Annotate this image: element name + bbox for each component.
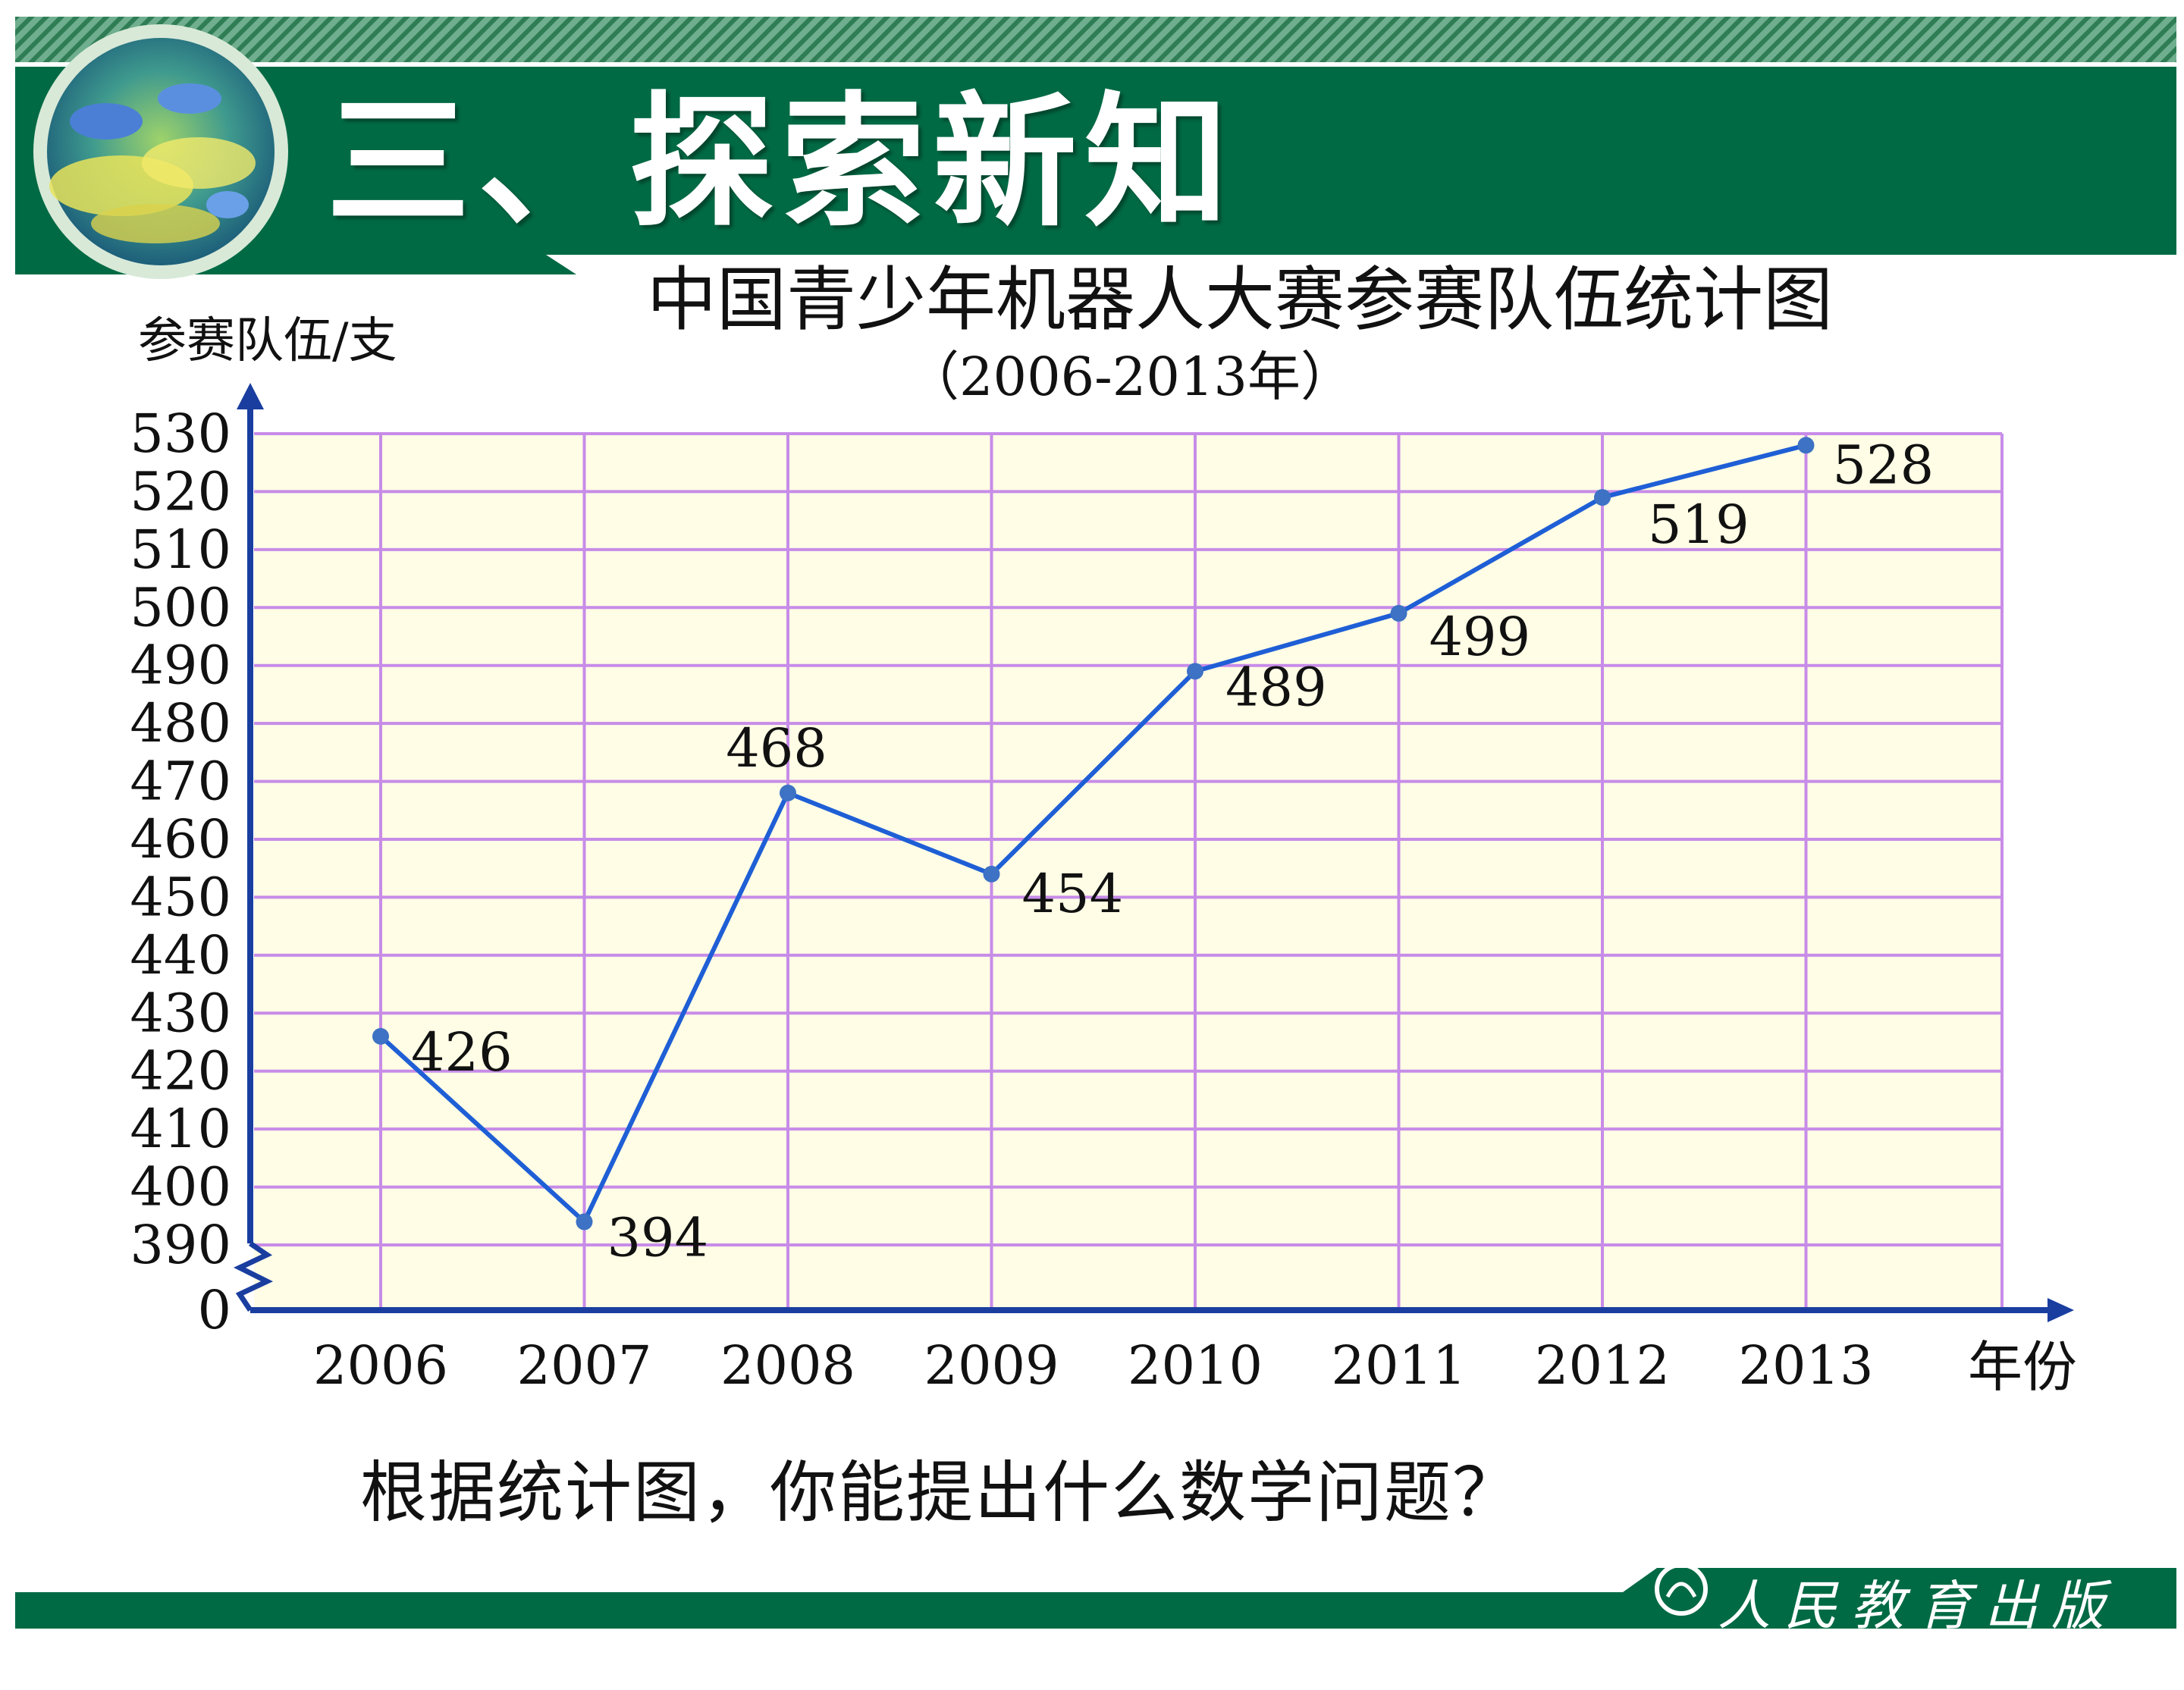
publisher-logo-icon (1655, 1563, 1708, 1616)
data-label: 426 (411, 1021, 513, 1083)
y-tick-label: 400 (130, 1156, 231, 1218)
y-tick-label: 410 (130, 1098, 231, 1160)
question-prompt: 根据统计图，你能提出什么数学问题？ (360, 1453, 1521, 1532)
labels: 5305205105004904804704604504404304204104… (130, 403, 2077, 1399)
data-point (1797, 437, 1815, 454)
series (372, 437, 1815, 1231)
data-point (576, 1213, 593, 1231)
x-tick-label: 2013 (1738, 1334, 1873, 1397)
data-point (780, 784, 796, 801)
chart-subtitle: （2006-2013年） (906, 346, 1354, 408)
data-label: 489 (1225, 656, 1327, 718)
line-chart: 5305205105004904804704604504404304204104… (130, 383, 2077, 1399)
header-bar (15, 67, 2176, 255)
axis-break-icon (233, 1241, 274, 1312)
x-tick-label: 2010 (1128, 1334, 1263, 1397)
y-tick-label: 510 (130, 519, 231, 581)
y-tick-label: 460 (130, 808, 231, 870)
x-axis-label: 年份 (1968, 1335, 2077, 1399)
data-label: 394 (607, 1206, 709, 1268)
footer-bar (15, 1592, 2176, 1629)
data-point (1187, 663, 1203, 680)
data-label: 468 (726, 717, 827, 779)
data-point (983, 865, 1000, 883)
y-tick-label: 470 (130, 751, 231, 813)
y-axis-arrow-icon (237, 383, 264, 409)
axes (233, 383, 2074, 1322)
y-tick-label: 490 (130, 635, 231, 697)
logo-disc-decoration (49, 83, 256, 243)
y-tick-label: 520 (130, 460, 231, 522)
data-label: 499 (1429, 606, 1531, 668)
x-tick-label: 2006 (313, 1334, 448, 1397)
y-tick-label: 500 (130, 576, 231, 638)
publisher-name: 人民教育出版社 (1718, 1575, 2118, 1690)
y-tick-label: 0 (197, 1279, 231, 1341)
data-point (1594, 489, 1611, 506)
x-tick-label: 2008 (720, 1334, 855, 1397)
slide-decoration (15, 17, 2176, 1629)
y-axis-label: 参赛队伍/支 (138, 313, 397, 369)
y-tick-label: 430 (130, 982, 231, 1044)
chart-title: 中国青少年机器人大赛参赛队伍统计图 (646, 259, 1833, 340)
plot-background (254, 434, 2002, 1310)
y-tick-label: 440 (130, 924, 231, 986)
x-tick-label: 2012 (1535, 1334, 1670, 1397)
x-tick-label: 2007 (516, 1334, 651, 1397)
x-tick-label: 2009 (924, 1334, 1059, 1397)
y-tick-label: 480 (130, 692, 231, 754)
series-line (378, 443, 1807, 1224)
data-label: 454 (1022, 863, 1124, 925)
page-title: 三、探索新知 (326, 79, 1237, 246)
y-tick-label: 450 (130, 866, 231, 928)
x-tick-label: 2011 (1331, 1334, 1466, 1397)
x-axis-arrow-icon (2048, 1298, 2074, 1322)
data-label: 528 (1833, 434, 1935, 496)
y-tick-label: 390 (130, 1214, 231, 1276)
header-stripe-band (15, 17, 2176, 62)
y-tick-label: 420 (130, 1040, 231, 1102)
data-point (372, 1027, 389, 1045)
slide: 三、探索新知 中国青少年机器人大赛参赛队伍统计图 （2006-2013年） 参赛… (15, 17, 2176, 1629)
data-point (1390, 604, 1407, 622)
y-tick-label: 530 (130, 403, 231, 465)
data-label: 519 (1648, 494, 1749, 556)
footer-bar-tab (1623, 1568, 2176, 1592)
